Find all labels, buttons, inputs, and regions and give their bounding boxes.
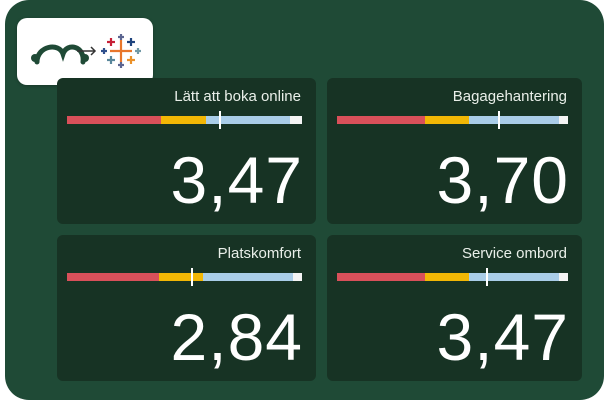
- metric-card: Platskomfort 2,84: [57, 235, 316, 381]
- bar-segment: [424, 116, 469, 124]
- card-title: Bagagehantering: [452, 88, 567, 105]
- bar-segment: [67, 273, 159, 281]
- rating-bar: [67, 268, 302, 286]
- bar-segment: [67, 116, 161, 124]
- bar-segment: [424, 273, 469, 281]
- tableau-logo: [101, 34, 141, 68]
- surveymonkey-logo: [31, 44, 89, 65]
- integration-logos: [17, 18, 153, 85]
- score-marker: [190, 268, 193, 286]
- bar-segment: [558, 273, 568, 281]
- bar-segment: [205, 116, 291, 124]
- metric-card: Service ombord 3,47: [327, 235, 582, 381]
- score-marker: [486, 268, 489, 286]
- metric-card: Bagagehantering 3,70: [327, 78, 582, 224]
- card-value: 3,47: [436, 300, 569, 374]
- score-marker: [497, 111, 500, 129]
- bar-segment: [290, 116, 302, 124]
- bar-segment: [558, 116, 568, 124]
- rating-bar: [337, 111, 568, 129]
- card-title: Service ombord: [461, 245, 567, 262]
- bar-segment: [468, 273, 559, 281]
- score-marker: [218, 111, 221, 129]
- rating-bar: [337, 268, 568, 286]
- bar-segment: [292, 273, 302, 281]
- card-value: 3,70: [436, 143, 569, 217]
- card-title: Platskomfort: [217, 245, 301, 262]
- card-value: 2,84: [170, 300, 303, 374]
- logo-icons: [31, 34, 141, 68]
- bar-segment: [161, 116, 206, 124]
- arrow: [77, 46, 97, 56]
- bar-segment: [337, 273, 425, 281]
- bar-segment: [203, 273, 293, 281]
- bar-segment: [468, 116, 559, 124]
- card-value: 3,47: [170, 143, 303, 217]
- bar-segment: [337, 116, 425, 124]
- metric-card: Lätt att boka online 3,47: [57, 78, 316, 224]
- bar-segment: [158, 273, 204, 281]
- card-title: Lätt att boka online: [174, 88, 301, 105]
- rating-bar: [67, 111, 302, 129]
